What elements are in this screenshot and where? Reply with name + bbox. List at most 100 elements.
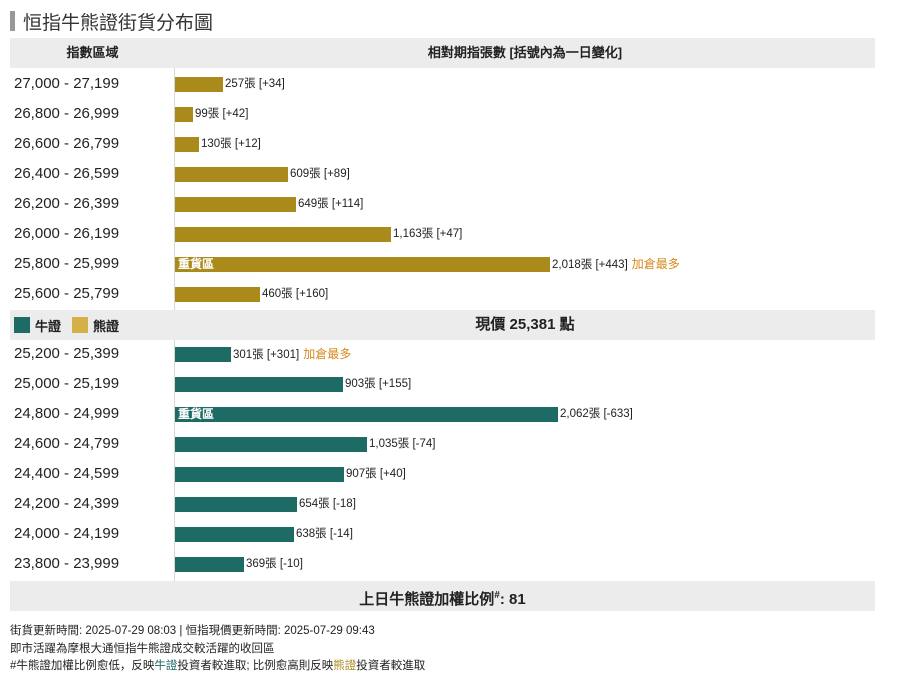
- range-label: 25,600 - 25,799: [14, 285, 120, 302]
- ratio-mark: #: [494, 590, 500, 601]
- footer-bull-word: 牛證: [154, 660, 178, 672]
- range-label: 24,400 - 24,599: [14, 465, 120, 482]
- bull-row: 25,000 - 25,199 903張 [+155]: [10, 369, 875, 399]
- axis-line-bull: [174, 340, 175, 581]
- contracts-change-text: 1,163張 [+47]: [393, 228, 463, 240]
- bull-row: 25,200 - 25,399 301張 [+301] 加倉最多: [10, 339, 875, 369]
- bull-row: 24,000 - 24,199 638張 [-14]: [10, 519, 875, 549]
- bar-value-label: 649張 [+114]: [298, 197, 363, 212]
- bull-bar: [175, 527, 294, 542]
- footer-bear-word: 熊證: [333, 660, 357, 672]
- contracts-change-text: 1,035張 [-74]: [369, 438, 436, 450]
- range-label: 26,000 - 26,199: [14, 225, 120, 242]
- bar-value-label: 609張 [+89]: [290, 167, 350, 182]
- bear-bar: [175, 167, 288, 182]
- bear-bar: [175, 137, 199, 152]
- contracts-change-text: 2,062張 [-633]: [560, 408, 633, 420]
- bear-bar: [175, 77, 223, 92]
- contracts-change-text: 638張 [-14]: [296, 528, 353, 540]
- bear-bar: [175, 197, 296, 212]
- contracts-change-text: 301張 [+301]: [233, 349, 300, 361]
- range-label: 26,200 - 26,399: [14, 195, 120, 212]
- footer-note-c: 投資者較進取: [356, 660, 426, 672]
- bull-bar: [175, 437, 367, 452]
- bar-value-label: 1,163張 [+47]: [393, 227, 462, 242]
- bear-row: 26,600 - 26,799 130張 [+12]: [10, 129, 875, 159]
- bull-bar: 重貨區: [175, 407, 558, 422]
- title-block: 恒指牛熊證街貨分布圖: [10, 8, 213, 34]
- contracts-change-text: 649張 [+114]: [298, 198, 364, 210]
- bar-value-label: 2,062張 [-633]: [560, 407, 633, 422]
- footer-note-ratio: #牛熊證加權比例愈低，反映牛證投資者較進取; 比例愈高則反映熊證投資者較進取: [10, 657, 425, 673]
- heavy-zone-label: 重貨區: [178, 407, 215, 421]
- legend-bull-label: 牛證: [35, 318, 62, 334]
- contracts-change-text: 2,018張 [+443]: [552, 259, 628, 271]
- contracts-change-text: 257張 [+34]: [225, 78, 285, 90]
- bar-value-label: 903張 [+155]: [345, 377, 411, 392]
- legend-bear: 熊證: [72, 316, 119, 334]
- bear-bar: 重貨區: [175, 257, 550, 272]
- footer-note-b: 投資者較進取; 比例愈高則反映: [177, 660, 334, 672]
- ratio-label: 上日牛熊證加權比例: [359, 591, 495, 608]
- range-label: 26,800 - 26,999: [14, 105, 120, 122]
- bear-row: 26,800 - 26,999 99張 [+42]: [10, 99, 875, 129]
- bear-row: 27,000 - 27,199 257張 [+34]: [10, 69, 875, 99]
- bear-bar: [175, 227, 391, 242]
- range-label: 26,400 - 26,599: [14, 165, 120, 182]
- bull-bar: [175, 467, 344, 482]
- bull-row: 23,800 - 23,999 369張 [-10]: [10, 549, 875, 579]
- most-added-note: 加倉最多: [303, 347, 352, 361]
- range-label: 27,000 - 27,199: [14, 75, 120, 92]
- bar-value-label: 638張 [-14]: [296, 527, 353, 542]
- page-title: 恒指牛熊證街貨分布圖: [23, 12, 214, 34]
- contracts-change-text: 907張 [+40]: [346, 468, 406, 480]
- bar-value-label: 257張 [+34]: [225, 77, 285, 92]
- bear-row: 26,000 - 26,199 1,163張 [+47]: [10, 219, 875, 249]
- bar-value-label: 369張 [-10]: [246, 557, 303, 572]
- bull-bar: [175, 347, 231, 362]
- most-added-note: 加倉最多: [631, 257, 680, 271]
- price-divider: 牛證 熊證 現價 25,381 點: [10, 310, 875, 340]
- range-label: 23,800 - 23,999: [14, 555, 120, 572]
- bull-row: 24,400 - 24,599 907張 [+40]: [10, 459, 875, 489]
- range-label: 24,000 - 24,199: [14, 525, 120, 542]
- range-label: 24,800 - 24,999: [14, 405, 120, 422]
- bull-bar: [175, 377, 343, 392]
- bar-value-label: 1,035張 [-74]: [369, 437, 435, 452]
- bear-row: 26,200 - 26,399 649張 [+114]: [10, 189, 875, 219]
- range-label: 25,200 - 25,399: [14, 345, 120, 362]
- bar-value-label: 130張 [+12]: [201, 137, 261, 152]
- contracts-change-text: 654張 [-18]: [299, 498, 356, 510]
- contracts-change-text: 99張 [+42]: [195, 108, 249, 120]
- range-label: 24,200 - 24,399: [14, 495, 120, 512]
- weighted-ratio: 上日牛熊證加權比例#: 81: [10, 581, 875, 611]
- legend-bull: 牛證: [14, 316, 61, 334]
- heavy-zone-label: 重貨區: [178, 257, 215, 271]
- bull-bar: [175, 497, 297, 512]
- contracts-change-text: 460張 [+160]: [262, 288, 329, 300]
- bear-row: 26,400 - 26,599 609張 [+89]: [10, 159, 875, 189]
- bull-bar: [175, 557, 244, 572]
- bar-value-label: 907張 [+40]: [346, 467, 406, 482]
- axis-line-bear: [174, 68, 175, 310]
- legend-bear-swatch: [72, 317, 88, 333]
- header-contracts: 相對期指張數 [括號內為一日變化]: [427, 45, 623, 60]
- ratio-value: : 81: [499, 591, 526, 608]
- footer-update-times: 街貨更新時間: 2025-07-29 08:03 | 恒指現價更新時間: 202…: [10, 625, 375, 637]
- range-label: 24,600 - 24,799: [14, 435, 120, 452]
- current-price: 現價 25,381 點: [475, 316, 575, 333]
- bear-bar: [175, 287, 260, 302]
- range-label: 25,800 - 25,999: [14, 255, 120, 272]
- legend-bear-label: 熊證: [93, 318, 120, 334]
- range-label: 26,600 - 26,799: [14, 135, 120, 152]
- table-header: 指數區域 相對期指張數 [括號內為一日變化]: [10, 38, 875, 68]
- bar-value-label: 301張 [+301] 加倉最多: [233, 347, 351, 363]
- bear-row: 25,600 - 25,799 460張 [+160]: [10, 279, 875, 309]
- bar-value-label: 99張 [+42]: [195, 107, 248, 122]
- bull-row: 24,600 - 24,799 1,035張 [-74]: [10, 429, 875, 459]
- header-range: 指數區域: [66, 45, 119, 60]
- footer-note-active: 即市活躍為摩根大通恒指牛熊證成交較活躍的收回區: [10, 643, 275, 655]
- contracts-change-text: 903張 [+155]: [345, 378, 412, 390]
- footer-note-a: #牛熊證加權比例愈低，反映: [10, 660, 155, 672]
- contracts-change-text: 369張 [-10]: [246, 558, 303, 570]
